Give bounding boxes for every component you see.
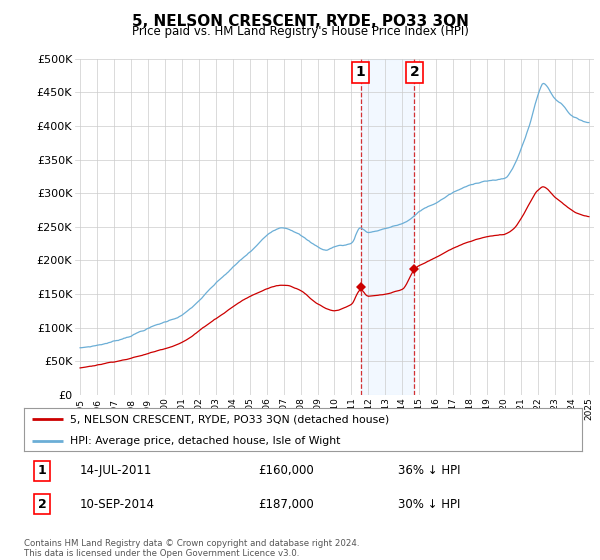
Bar <box>361 59 415 395</box>
Text: £187,000: £187,000 <box>259 498 314 511</box>
Text: 2: 2 <box>410 66 419 80</box>
Text: 1: 1 <box>356 66 365 80</box>
Text: 14-JUL-2011: 14-JUL-2011 <box>80 464 152 478</box>
Text: 1: 1 <box>38 464 47 478</box>
Text: 2: 2 <box>38 498 47 511</box>
Text: 5, NELSON CRESCENT, RYDE, PO33 3QN: 5, NELSON CRESCENT, RYDE, PO33 3QN <box>131 14 469 29</box>
Text: Contains HM Land Registry data © Crown copyright and database right 2024.
This d: Contains HM Land Registry data © Crown c… <box>24 539 359 558</box>
Text: 30% ↓ HPI: 30% ↓ HPI <box>398 498 460 511</box>
Text: 10-SEP-2014: 10-SEP-2014 <box>80 498 155 511</box>
Text: 36% ↓ HPI: 36% ↓ HPI <box>398 464 460 478</box>
Text: 5, NELSON CRESCENT, RYDE, PO33 3QN (detached house): 5, NELSON CRESCENT, RYDE, PO33 3QN (deta… <box>70 414 389 424</box>
Text: HPI: Average price, detached house, Isle of Wight: HPI: Average price, detached house, Isle… <box>70 436 340 446</box>
Text: Price paid vs. HM Land Registry's House Price Index (HPI): Price paid vs. HM Land Registry's House … <box>131 25 469 38</box>
Text: £160,000: £160,000 <box>259 464 314 478</box>
